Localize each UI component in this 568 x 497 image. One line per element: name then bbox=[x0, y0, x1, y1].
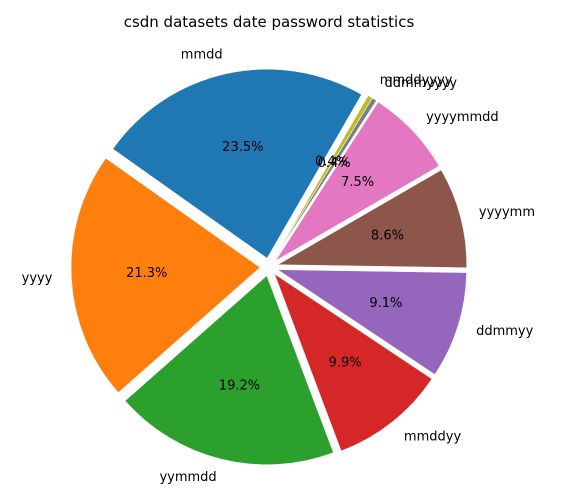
slices-group bbox=[70, 68, 467, 465]
slice-percent-ddmmyyyy: 0.4% bbox=[318, 156, 351, 171]
chart-title: csdn datasets date password statistics bbox=[124, 13, 415, 31]
slice-label-yyyymm: yyyymm bbox=[479, 205, 535, 220]
slice-label-mmdd: mmdd bbox=[181, 48, 223, 63]
pie-slice-mmddyyyy bbox=[273, 95, 373, 260]
pie-slice-mmddyy bbox=[274, 273, 433, 452]
pie-slice-mmdd bbox=[112, 68, 362, 259]
slice-label-yyyymmdd: yyyymmdd bbox=[426, 110, 499, 125]
slice-percent-ddmmyy: 9.1% bbox=[369, 296, 402, 311]
slice-label-ddmmyyyy: ddmmyyyy bbox=[384, 76, 457, 91]
pie-slice-yyyymmdd bbox=[275, 101, 440, 262]
pie-slice-ddmmyy bbox=[276, 269, 467, 375]
slice-label-mmddyyyy: mmddyyyy bbox=[380, 73, 453, 88]
pie-slice-yymmdd bbox=[124, 275, 334, 465]
slice-percent-mmddyy: 9.9% bbox=[329, 355, 362, 370]
slice-percent-yymmdd: 19.2% bbox=[219, 378, 260, 393]
slice-percent-mmdd: 23.5% bbox=[222, 140, 263, 155]
labels-group: mmdd 23.5% yyyy 21.3% yymmdd 19.2% mmddyy 9.9% d… bbox=[22, 48, 535, 485]
pie-slice-yyyymm bbox=[276, 169, 467, 268]
slice-label-yyyy: yyyy bbox=[22, 271, 53, 286]
slice-label-ddmmyy: ddmmyy bbox=[476, 324, 534, 339]
slice-label-yymmdd: yymmdd bbox=[159, 470, 216, 485]
pie-slice-yyyy bbox=[70, 157, 261, 393]
slice-label-mmddyy: mmddyy bbox=[404, 429, 462, 444]
slice-percent-yyyymm: 8.6% bbox=[371, 229, 404, 244]
slice-percent-yyyymmdd: 7.5% bbox=[341, 175, 374, 190]
slice-percent-mmddyyyy: 0.4% bbox=[315, 154, 348, 169]
slice-percent-yyyy: 21.3% bbox=[126, 266, 167, 281]
